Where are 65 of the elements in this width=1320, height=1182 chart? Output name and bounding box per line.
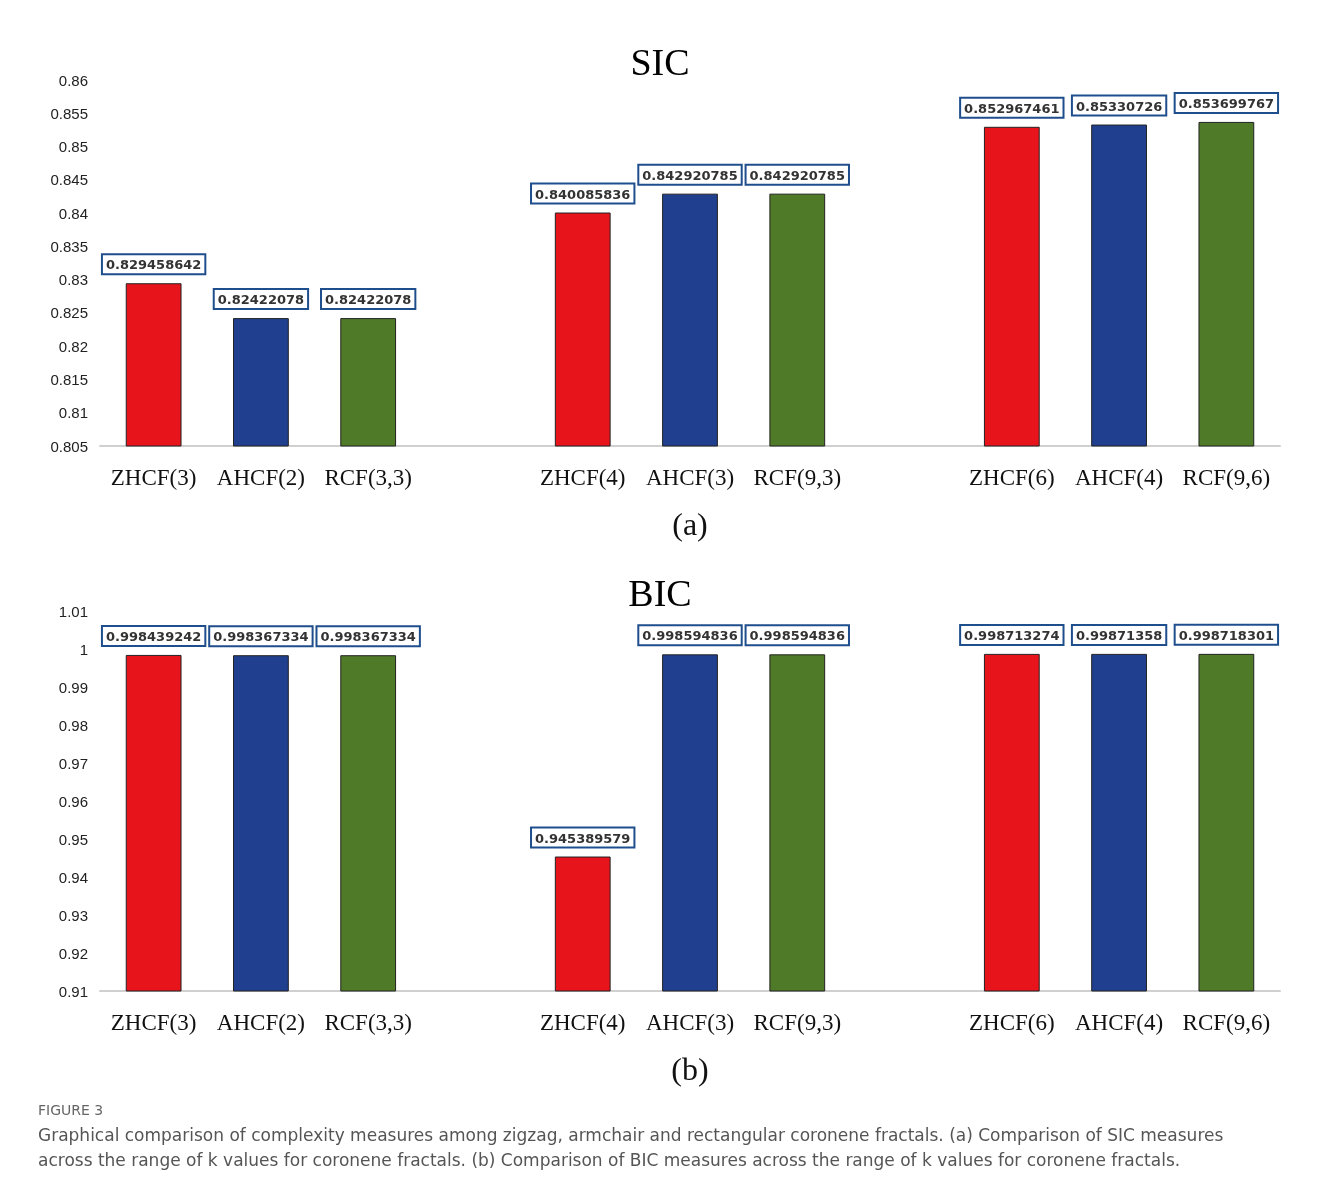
y-tick-label: 0.82 [58, 337, 88, 355]
y-tick-label: 0.845 [50, 171, 88, 189]
x-axis-title: (b) [671, 1051, 709, 1087]
data-label: 0.840085836 [535, 186, 631, 202]
x-tick-label: RCF(9,3) [753, 465, 842, 490]
y-tick-label: 0.815 [50, 370, 88, 388]
text: Graphical comparison of complexity measures among zigzag, armchair and rectangular coronene fractals. (a) Comparison of SIC measures across the range of k values for coronene fractals. (b) Comparison of BIC measures across the range of k values for coronene fractals. [38, 1124, 1225, 1172]
x-tick-label: AHCF(2) [216, 1010, 305, 1035]
chart-title: SIC [630, 41, 690, 83]
x-tick-label: AHCF(4) [1075, 465, 1164, 490]
data-label: 0.945389579 [535, 830, 631, 846]
y-tick-label: 0.92 [58, 944, 88, 962]
x-tick-label: AHCF(4) [1075, 1010, 1164, 1035]
data-label: 0.853699767 [1178, 95, 1275, 111]
x-tick-label: ZHCF(6) [969, 1010, 1055, 1035]
y-tick-label: 0.95 [58, 830, 88, 848]
y-tick-label: 0.98 [58, 716, 88, 734]
y-tick-label: 0.86 [58, 71, 88, 89]
y-tick-label: 0.81 [58, 404, 88, 422]
x-tick-label: ZHCF(3) [110, 1010, 197, 1035]
x-tick-label: RCF(3,3) [324, 465, 412, 490]
data-label: 0.82422078 [325, 292, 412, 308]
data-label: 0.829458642 [105, 257, 202, 273]
y-tick-label: 0.835 [50, 237, 88, 255]
x-tick-label: ZHCF(6) [969, 465, 1055, 490]
x-tick-label: RCF(3,3) [324, 1010, 412, 1035]
x-tick-label: RCF(9,3) [753, 1010, 842, 1035]
data-label: 0.998367334 [213, 629, 309, 645]
data-label: 0.99871358 [1075, 627, 1163, 643]
y-tick-label: 1.01 [58, 602, 88, 620]
y-tick-label: 0.85 [58, 138, 88, 156]
chart-title: BIC [628, 572, 692, 614]
y-tick-label: 1 [79, 640, 88, 658]
y-tick-label: 0.97 [58, 754, 88, 772]
x-tick-label: AHCF(2) [216, 465, 305, 490]
y-tick-label: 0.91 [58, 982, 88, 1000]
x-tick-label: ZHCF(4) [539, 465, 626, 490]
y-tick-label: 0.84 [58, 204, 88, 222]
data-label: 0.998367334 [320, 629, 416, 645]
x-tick-label: AHCF(3) [645, 465, 735, 490]
data-label: 0.85330726 [1075, 98, 1163, 114]
x-axis-title: (a) [672, 506, 708, 542]
data-label: 0.998713274 [964, 627, 1060, 643]
data-label: 0.998594836 [749, 628, 845, 644]
x-tick-label: ZHCF(4) [539, 1010, 626, 1035]
y-tick-label: 0.855 [50, 104, 88, 122]
caption: FIGURE 3 [38, 1101, 105, 1120]
x-tick-label: AHCF(3) [645, 1010, 735, 1035]
y-tick-label: 0.83 [58, 271, 88, 289]
data-label: 0.998718301 [1178, 627, 1275, 643]
y-tick-label: 0.805 [50, 437, 88, 455]
y-tick-label: 0.94 [58, 868, 88, 886]
x-tick-label: ZHCF(3) [110, 465, 197, 490]
data-label: 0.842920785 [749, 167, 845, 183]
y-tick-label: 0.99 [58, 678, 88, 696]
y-tick-label: 0.825 [50, 304, 88, 322]
x-tick-label: RCF(9,6) [1182, 465, 1271, 490]
data-label: 0.82422078 [217, 292, 305, 308]
data-label: 0.998594836 [642, 628, 738, 644]
y-tick-label: 0.96 [58, 792, 88, 810]
data-label: 0.842920785 [642, 167, 738, 183]
data-label: 0.998439242 [105, 628, 202, 644]
y-tick-label: 0.93 [58, 906, 88, 924]
data-label: 0.852967461 [964, 100, 1060, 116]
x-tick-label: RCF(9,6) [1182, 1010, 1271, 1035]
